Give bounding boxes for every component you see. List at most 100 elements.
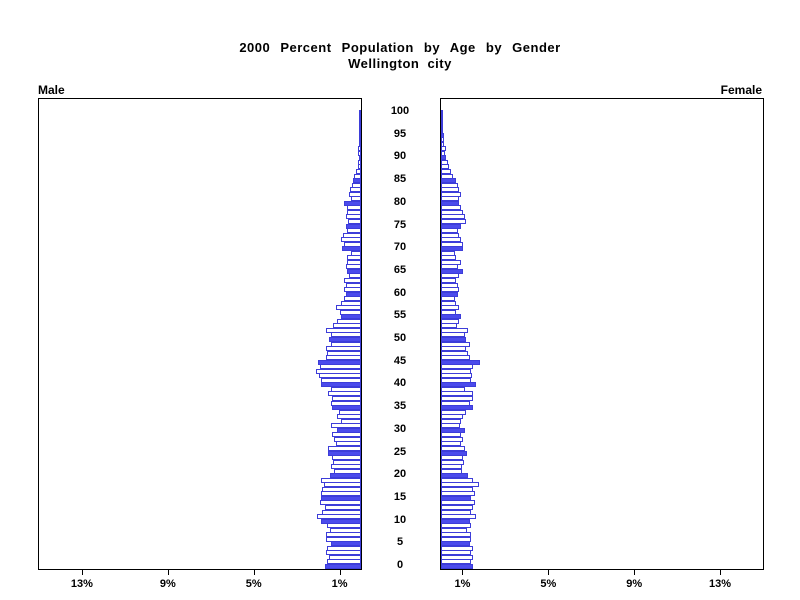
female-bar-age-48 bbox=[441, 346, 466, 352]
female-bar-age-92 bbox=[441, 146, 446, 152]
female-bar-age-55 bbox=[441, 314, 461, 320]
age-tick-label-45: 45 bbox=[393, 354, 407, 367]
female-bar-age-65 bbox=[441, 268, 463, 274]
male-bar-age-55 bbox=[341, 314, 361, 320]
male-bar-age-8 bbox=[330, 527, 361, 533]
female-bar-age-57 bbox=[441, 305, 459, 311]
female-bar-age-8 bbox=[441, 527, 467, 533]
female-bar-age-22 bbox=[441, 464, 462, 470]
female-bar-age-75 bbox=[441, 223, 461, 229]
male-bar-age-87 bbox=[356, 169, 361, 175]
male-bar-age-82 bbox=[349, 191, 361, 197]
female-bar-age-91 bbox=[441, 150, 445, 156]
male-bar-age-18 bbox=[324, 482, 361, 488]
male-bar-age-74 bbox=[347, 228, 361, 234]
male-bar-age-27 bbox=[336, 441, 361, 447]
age-tick-label-30: 30 bbox=[393, 422, 407, 435]
male-bar-age-19 bbox=[321, 477, 361, 483]
male-percent-axis: 1% 5% 9% 13% bbox=[38, 568, 362, 598]
male-bar-age-57 bbox=[336, 305, 361, 311]
male-bar-age-91 bbox=[358, 150, 361, 156]
chart-subtitle: Wellington city bbox=[348, 56, 452, 71]
female-bar-age-64 bbox=[441, 273, 459, 279]
male-bar-age-56 bbox=[340, 309, 361, 315]
age-axis: 0 5 10 15 20 25 30 35 40 45 50 55 60 65 70 75 80 85 90 95 10… bbox=[362, 98, 438, 571]
male-bar-age-69 bbox=[351, 250, 361, 256]
male-bar-age-0 bbox=[325, 564, 361, 569]
male-bar-age-79 bbox=[347, 205, 361, 211]
male-chart-panel bbox=[38, 98, 362, 570]
female-bar-age-69 bbox=[441, 250, 455, 256]
female-bar-age-88 bbox=[441, 164, 449, 170]
female-bar-age-79 bbox=[441, 205, 461, 211]
age-tick-label-85: 85 bbox=[393, 173, 407, 186]
male-bar-age-84 bbox=[352, 182, 361, 188]
male-bar-age-36 bbox=[331, 400, 361, 406]
female-bar-age-47 bbox=[441, 350, 468, 356]
male-bar-age-83 bbox=[350, 187, 361, 193]
male-bar-age-63 bbox=[344, 277, 361, 283]
female-bar-age-16 bbox=[441, 491, 475, 497]
male-bar-age-76 bbox=[348, 218, 361, 224]
male-bar-age-15 bbox=[321, 495, 361, 501]
male-bar-age-96 bbox=[359, 128, 361, 134]
male-bar-age-60 bbox=[346, 291, 361, 297]
female-bar-age-85 bbox=[441, 178, 456, 184]
male-bar-age-6 bbox=[326, 536, 361, 542]
age-tick-label-5: 5 bbox=[396, 536, 404, 549]
male-bar-age-86 bbox=[354, 173, 361, 179]
male-panel-label: Male bbox=[38, 83, 65, 97]
male-bar-age-51 bbox=[331, 332, 361, 338]
female-bar-age-76 bbox=[441, 218, 466, 224]
male-bar-age-70 bbox=[342, 246, 361, 252]
age-tick-label-25: 25 bbox=[393, 445, 407, 458]
female-percent-axis: 1% 5% 9% 13% bbox=[440, 568, 764, 598]
male-bar-age-14 bbox=[320, 500, 361, 506]
female-bar-age-52 bbox=[441, 327, 468, 333]
male-bar-age-5 bbox=[331, 541, 361, 547]
male-bar-age-32 bbox=[341, 418, 361, 424]
male-bar-age-71 bbox=[344, 241, 361, 247]
male-bar-age-67 bbox=[347, 259, 361, 265]
female-bar-age-68 bbox=[441, 255, 456, 261]
male-bar-age-17 bbox=[322, 486, 361, 492]
female-bar-age-84 bbox=[441, 182, 458, 188]
male-bar-age-25 bbox=[328, 450, 361, 456]
male-bar-age-99 bbox=[359, 114, 361, 120]
male-bar-age-43 bbox=[316, 368, 361, 374]
male-bar-age-34 bbox=[339, 409, 361, 415]
age-tick-label-70: 70 bbox=[393, 241, 407, 254]
female-bar-age-5 bbox=[441, 541, 470, 547]
age-tick-label-40: 40 bbox=[393, 377, 407, 390]
female-bar-age-29 bbox=[441, 432, 461, 438]
female-bar-age-12 bbox=[441, 509, 471, 515]
female-bar-age-20 bbox=[441, 473, 468, 479]
female-bar-age-96 bbox=[441, 128, 443, 134]
male-bar-age-81 bbox=[351, 196, 361, 202]
female-panel-label: Female bbox=[720, 83, 762, 97]
male-bar-age-37 bbox=[332, 396, 361, 402]
male-bar-age-54 bbox=[337, 318, 361, 324]
male-bar-age-77 bbox=[346, 214, 361, 220]
female-bar-age-80 bbox=[441, 200, 459, 206]
percent-tick-label-13: 13% bbox=[70, 578, 93, 590]
female-bar-age-37 bbox=[441, 396, 473, 402]
male-bar-age-20 bbox=[330, 473, 361, 479]
male-bar-age-12 bbox=[322, 509, 361, 515]
female-bar-age-95 bbox=[441, 132, 444, 138]
male-bar-age-58 bbox=[341, 300, 361, 306]
age-tick-label-20: 20 bbox=[393, 468, 407, 481]
male-bar-age-9 bbox=[327, 523, 361, 529]
age-tick-label-50: 50 bbox=[393, 332, 407, 344]
percent-tick-label-9: 9% bbox=[626, 578, 643, 590]
female-bar-age-49 bbox=[441, 341, 470, 347]
male-bar-age-92 bbox=[358, 146, 361, 152]
percent-tick-9 bbox=[634, 570, 636, 575]
male-bar-age-89 bbox=[358, 159, 361, 165]
male-bar-age-42 bbox=[319, 373, 361, 379]
male-bar-age-23 bbox=[333, 459, 361, 465]
male-bar-age-3 bbox=[326, 550, 361, 556]
male-bar-age-2 bbox=[329, 554, 361, 560]
percent-tick-1 bbox=[462, 570, 464, 575]
female-bar-age-46 bbox=[441, 355, 470, 361]
